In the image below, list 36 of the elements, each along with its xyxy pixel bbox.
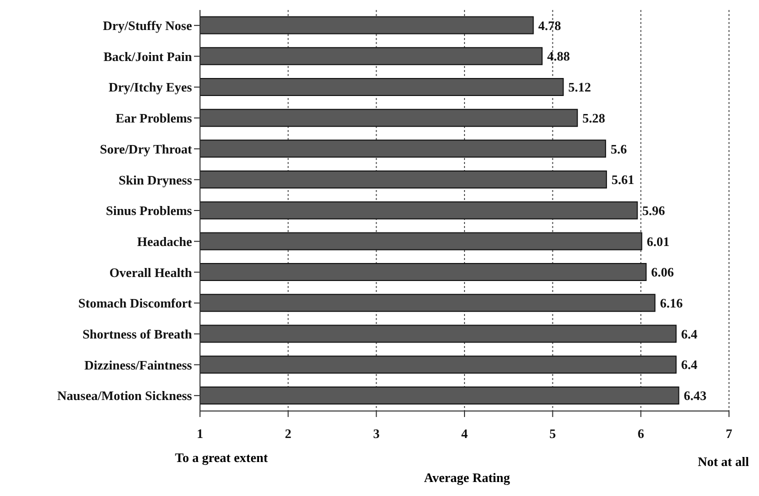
data-label: 6.4 [681, 326, 698, 342]
data-label: 6.4 [681, 357, 698, 372]
data-label: 5.12 [568, 80, 591, 95]
x-tick-label: 6 [638, 426, 645, 442]
data-label: 6.16 [660, 296, 684, 311]
x-tick-label: 7 [726, 426, 733, 442]
x-tick-label: 1 [196, 426, 204, 442]
y-tick-label: Sore/Dry Throat [100, 141, 193, 156]
data-label: 5.6 [610, 141, 628, 156]
data-label: 6.43 [684, 388, 707, 404]
y-tick-label: Ear Problems [116, 110, 192, 126]
data-label: 5.61 [611, 172, 634, 188]
data-label: 4.88 [547, 48, 570, 64]
x-tick-label: 4 [461, 426, 468, 442]
data-label: 5.96 [642, 202, 666, 218]
y-tick-label: Stomach Discomfort [78, 296, 193, 311]
y-tick-label: Headache [137, 234, 192, 249]
y-tick-label: Back/Joint Pain [104, 48, 193, 64]
y-tick-label: Skin Dryness [118, 172, 192, 188]
y-tick-label: Shortness of Breath [82, 326, 193, 342]
x-tick-label: 3 [373, 426, 380, 442]
y-tick-label: Dry/Itchy Eyes [108, 80, 192, 95]
y-tick-label: Nausea/Motion Sickness [57, 388, 192, 404]
text: Not at all [698, 454, 749, 470]
data-label: 4.78 [538, 18, 562, 33]
y-tick-label: Dry/Stuffy Nose [102, 18, 192, 34]
y-tick-label: Overall Health [109, 264, 193, 280]
data-label: 6.01 [646, 234, 670, 249]
data-label: 5.28 [582, 110, 606, 126]
y-tick-label: Sinus Problems [106, 203, 192, 218]
text: To a great extent [175, 450, 268, 466]
x-tick-label: 5 [549, 426, 556, 442]
x-tick-label: 2 [284, 426, 292, 442]
y-tick-label: Dizziness/Faintness [84, 357, 192, 372]
x-axis-title: Average Rating [422, 470, 512, 486]
data-label: 6.06 [651, 264, 674, 280]
